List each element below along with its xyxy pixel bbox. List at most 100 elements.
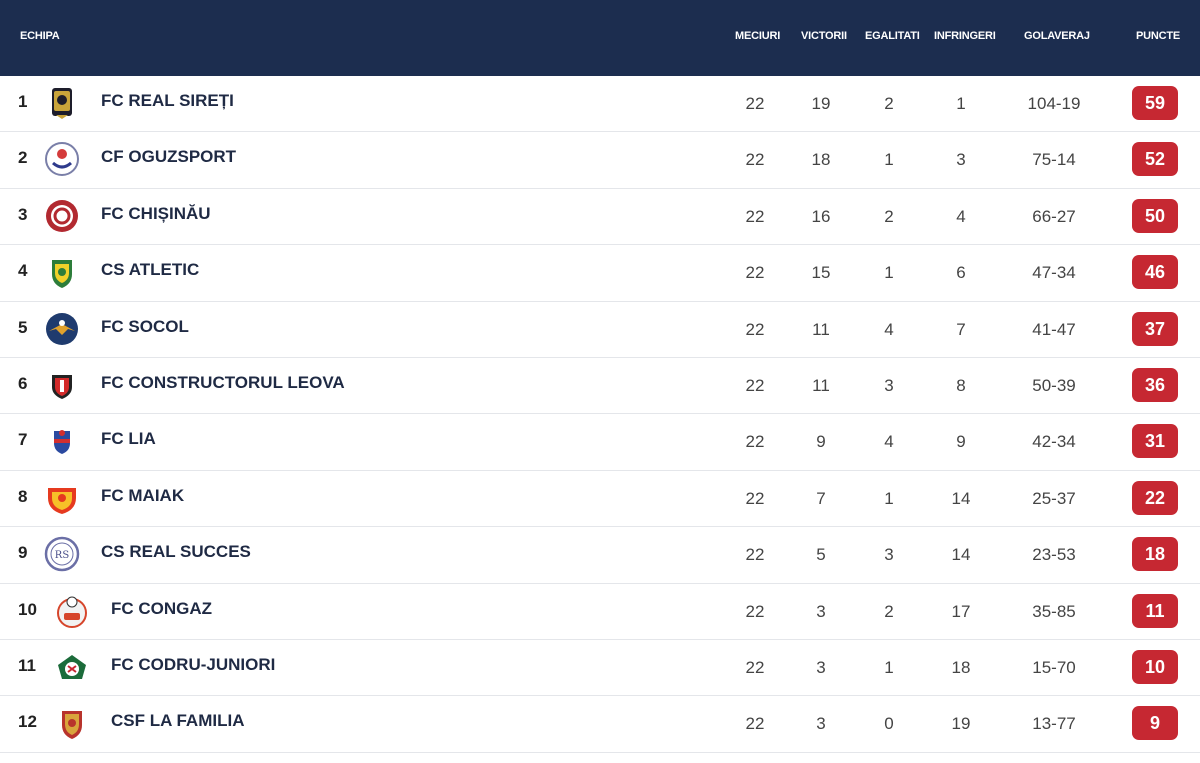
- points-badge: 46: [1132, 255, 1178, 290]
- matches-played: 22: [745, 545, 765, 565]
- standings-header: ECHIPA MECIURI VICTORII EGALITATI INFRIN…: [0, 0, 1200, 76]
- losses: 18: [951, 657, 971, 677]
- draws: 4: [884, 432, 894, 452]
- matches-played: 22: [745, 319, 765, 339]
- wins: 3: [816, 714, 826, 734]
- team-rank: 5: [18, 317, 28, 337]
- draws: 1: [884, 657, 894, 677]
- points-badge: 22: [1132, 480, 1178, 515]
- matches-played: 22: [745, 488, 765, 508]
- losses: 19: [951, 714, 971, 734]
- team-name[interactable]: FC LIA: [101, 429, 156, 449]
- draws: 4: [884, 319, 894, 339]
- team-rank: 12: [18, 712, 37, 732]
- points-badge: 18: [1132, 537, 1178, 572]
- col-played-header[interactable]: MECIURI: [735, 30, 781, 42]
- real-succes-crest-icon: RS: [44, 536, 80, 572]
- team-rank: 11: [18, 655, 36, 675]
- wins: 16: [811, 206, 831, 226]
- maiak-crest-icon: [44, 480, 80, 516]
- points-badge: 31: [1132, 424, 1178, 459]
- goal-difference: 25-37: [1032, 488, 1076, 508]
- goal-difference: 47-34: [1032, 263, 1076, 283]
- team-name[interactable]: FC CONGAZ: [111, 598, 213, 618]
- team-name[interactable]: CS ATLETIC: [101, 260, 200, 280]
- team-name[interactable]: FC MAIAK: [101, 485, 185, 505]
- team-name[interactable]: FC SOCOL: [101, 316, 189, 336]
- table-row[interactable]: 11 FC CODRU-JUNIORI 22 3 1 18 15-70 10: [0, 640, 1200, 697]
- svg-text:RS: RS: [55, 550, 70, 561]
- team-rank: 8: [18, 486, 28, 506]
- wins: 15: [811, 263, 831, 283]
- team-name[interactable]: FC CODRU-JUNIORI: [111, 654, 276, 674]
- team-rank: 6: [18, 373, 28, 393]
- team-rank: 9: [18, 543, 28, 563]
- team-rank: 7: [18, 430, 28, 450]
- goal-difference: 42-34: [1032, 432, 1076, 452]
- draws: 2: [884, 94, 894, 113]
- team-name[interactable]: FC CHIȘINĂU: [101, 203, 211, 223]
- table-row[interactable]: 3 FC CHIȘINĂU 22 16 2 4 66-27 50: [0, 189, 1200, 246]
- matches-played: 22: [745, 432, 765, 452]
- col-team-header[interactable]: ECHIPA: [20, 30, 60, 42]
- wins: 11: [812, 375, 830, 395]
- matches-played: 22: [745, 94, 765, 113]
- team-name[interactable]: CSF LA FAMILIA: [111, 711, 245, 731]
- wins: 18: [811, 150, 831, 170]
- oguzsport-crest-icon: [44, 141, 80, 177]
- col-goals-header[interactable]: GOLAVERAJ: [1024, 30, 1090, 42]
- atletic-crest-icon: [44, 254, 80, 290]
- draws: 3: [884, 545, 894, 565]
- losses: 6: [956, 263, 966, 283]
- wins: 9: [816, 432, 826, 452]
- table-row[interactable]: 9 RS CS REAL SUCCES 22 5 3 14 23-53 18: [0, 527, 1200, 584]
- table-row[interactable]: 5 FC SOCOL 22 11 4 7 41-47 37: [0, 302, 1200, 358]
- matches-played: 22: [745, 714, 765, 734]
- matches-played: 22: [745, 150, 765, 170]
- table-row[interactable]: 7 FC LIA 22 9 4 9 42-34 31: [0, 414, 1200, 471]
- team-name[interactable]: CS REAL SUCCES: [101, 542, 251, 562]
- table-row[interactable]: 4 CS ATLETIC 22 15 1 6 47-34 46: [0, 245, 1200, 302]
- col-points-header[interactable]: PUNCTE: [1136, 30, 1181, 42]
- wins: 5: [816, 545, 826, 565]
- losses: 3: [956, 150, 966, 170]
- losses: 4: [956, 206, 966, 226]
- team-name[interactable]: CF OGUZSPORT: [101, 147, 237, 167]
- team-rank: 1: [18, 92, 28, 111]
- chisinau-crest-icon: [44, 198, 80, 234]
- points-badge: 36: [1132, 367, 1178, 402]
- wins: 11: [812, 319, 830, 339]
- table-row[interactable]: 10 FC CONGAZ 22 3 2 17 35-85 11: [0, 584, 1200, 640]
- col-draws-header[interactable]: EGALITATI: [865, 30, 920, 42]
- goal-difference: 50-39: [1032, 375, 1076, 395]
- draws: 3: [884, 375, 894, 395]
- team-name[interactable]: FC REAL SIREȚI: [101, 91, 234, 110]
- codru-juniori-crest-icon: [54, 649, 90, 685]
- matches-played: 22: [745, 657, 765, 677]
- team-rank: 4: [18, 261, 28, 281]
- table-row[interactable]: 2 CF OGUZSPORT 22 18 1 3 75-14 52: [0, 132, 1200, 189]
- col-wins-header[interactable]: VICTORII: [801, 30, 847, 42]
- team-rank: 3: [18, 204, 28, 224]
- team-name[interactable]: FC CONSTRUCTORUL LEOVA: [101, 372, 345, 392]
- la-familia-crest-icon: [54, 705, 90, 741]
- socol-crest-icon: [44, 311, 80, 347]
- matches-played: 22: [745, 206, 765, 226]
- losses: 8: [956, 375, 966, 395]
- goal-difference: 23-53: [1032, 545, 1076, 565]
- table-row[interactable]: 1 FC REAL SIREȚI 22 19 2 1 104-19 59: [0, 76, 1200, 133]
- draws: 1: [884, 263, 894, 283]
- congaz-crest-icon: [54, 593, 90, 629]
- goal-difference: 15-70: [1032, 657, 1076, 677]
- draws: 2: [884, 601, 894, 621]
- col-losses-header[interactable]: INFRINGERI: [934, 30, 996, 42]
- points-badge: 59: [1132, 86, 1178, 120]
- goal-difference: 104-19: [1027, 94, 1081, 113]
- draws: 0: [884, 714, 894, 734]
- table-row[interactable]: 8 FC MAIAK 22 7 1 14 25-37 22: [0, 471, 1200, 528]
- table-row[interactable]: 12 CSF LA FAMILIA 22 3 0 19 13-77 9: [0, 696, 1200, 753]
- table-row[interactable]: 6 FC CONSTRUCTORUL LEOVA 22 11 3 8 50-39 36: [0, 358, 1200, 415]
- constructorul-crest-icon: [44, 367, 80, 403]
- goal-difference: 41-47: [1032, 319, 1076, 339]
- losses: 17: [951, 601, 971, 621]
